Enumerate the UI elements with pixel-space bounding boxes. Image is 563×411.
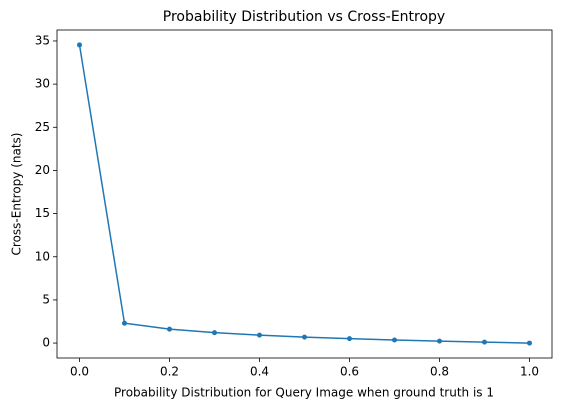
point [77,42,82,48]
point [302,334,307,340]
point [437,338,442,344]
x-tick-label: 0.0 [70,365,89,379]
chart-title: Probability Distribution vs Cross-Entrop… [163,9,445,25]
point [167,326,172,332]
point [122,320,127,326]
y-tick-label: 5 [42,292,50,306]
x-tick-label: 1.0 [520,365,539,379]
point [482,339,487,345]
y-tick-label: 20 [35,163,50,177]
y-axis-label: Cross-Entropy (nats) [10,133,24,256]
y-tick-label: 35 [35,33,50,47]
axes-frame [56,29,553,359]
y-tick-label: 25 [35,120,50,134]
point [257,332,262,338]
point [527,340,532,346]
point [392,337,397,343]
x-tick-label: 0.2 [160,365,179,379]
series-line [78,44,530,344]
x-axis-label: Probability Distribution for Query Image… [114,386,494,400]
point [212,330,217,336]
point [347,336,352,342]
y-tick-label: 0 [42,336,50,350]
y-tick-label: 15 [35,206,50,220]
x-tick-label: 0.6 [340,365,359,379]
x-tick-label: 0.8 [430,365,449,379]
x-tick-label: 0.4 [250,365,269,379]
y-tick-label: 10 [35,249,50,263]
y-tick-label: 30 [35,77,50,91]
